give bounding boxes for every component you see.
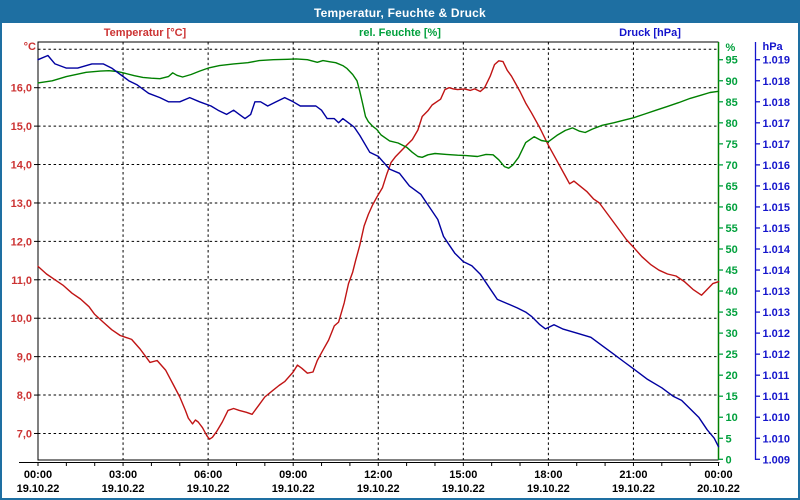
date-label: 19.10.22 [442,483,485,495]
pressure-tick-label: 1.010 [763,412,791,424]
pressure-tick-label: 1.017 [763,118,791,130]
legend-pressure: Druck [hPa] [619,27,681,39]
pressure-tick-label: 1.014 [763,244,791,256]
date-label: 19.10.22 [357,483,400,495]
humidity-tick-label: 15 [726,391,738,403]
pressure-tick-label: 1.016 [763,181,791,193]
date-label: 19.10.22 [187,483,230,495]
humidity-tick-label: 65 [726,181,738,193]
time-label: 18:00 [534,469,562,481]
pressure-tick-label: 1.012 [763,349,791,361]
humidity-tick-label: 80 [726,118,738,130]
pressure-tick-label: 1.017 [763,139,791,151]
pressure-tick-label: 1.011 [763,391,790,403]
humidity-tick-label: 70 [726,160,738,172]
humidity-curve [37,58,720,169]
humidity-tick-label: 45 [726,265,738,277]
humidity-tick-label: 50 [726,244,738,256]
date-label: 19.10.22 [102,483,145,495]
humidity-tick-label: 5 [726,433,732,445]
pressure-tick-label: 1.011 [763,370,790,382]
humidity-tick-label: 95 [726,55,738,67]
pressure-tick-label: 1.014 [763,265,791,277]
legend-temperature: Temperatur [°C] [104,27,187,39]
humidity-tick-label: 40 [726,286,738,298]
plot-frame [37,41,719,461]
temp-tick-label: 8,0 [17,390,32,402]
pressure-tick-label: 1.016 [763,160,791,172]
time-label: 21:00 [619,469,647,481]
pressure-curve [37,54,720,448]
pressure-tick-label: 1.010 [763,433,791,445]
pressure-tick-label: 1.018 [763,97,791,109]
humidity-tick-label: 35 [726,307,738,319]
temp-tick-label: 16,0 [11,83,32,95]
pressure-tick-label: 1.009 [763,454,791,466]
temp-tick-label: 9,0 [17,352,32,364]
humidity-tick-label: 85 [726,97,738,109]
time-label: 09:00 [279,469,307,481]
humidity-tick-label: 60 [726,202,738,214]
pressure-tick-label: 1.013 [763,307,791,319]
window-title: Temperatur, Feuchte & Druck [314,5,486,20]
temp-tick-label: 11,0 [11,275,32,287]
date-label: 19.10.22 [272,483,315,495]
temp-tick-label: 13,0 [11,198,32,210]
time-label: 03:00 [109,469,137,481]
humidity-tick-label: 30 [726,328,738,340]
temp-tick-label: 7,0 [17,428,32,440]
humidity-tick-label: 90 [726,76,738,88]
temp-tick-label: 15,0 [11,121,32,133]
time-label: 06:00 [194,469,222,481]
humidity-tick-label: 75 [726,139,738,151]
humidity-tick-label: 10 [726,412,738,424]
pressure-tick-label: 1.015 [763,223,791,235]
pressure-tick-label: 1.015 [763,202,791,214]
temp-tick-label: 14,0 [11,160,32,172]
time-label: 15:00 [449,469,477,481]
time-label: 00:00 [704,469,732,481]
temp-tick-label: 12,0 [11,236,32,248]
humidity-tick-label: 55 [726,223,738,235]
pressure-unit-label: hPa [763,41,784,53]
humidity-tick-label: 0 [726,454,732,466]
time-label: 00:00 [24,469,52,481]
pressure-tick-label: 1.013 [763,286,791,298]
temp-tick-label: 10,0 [11,313,32,325]
pressure-tick-label: 1.019 [763,55,791,67]
humidity-tick-label: 25 [726,349,738,361]
title-bar: Temperatur, Feuchte & Druck [2,2,798,23]
temp-unit-label: °C [24,41,36,53]
legend-humidity: rel. Feuchte [%] [359,27,441,39]
time-label: 12:00 [364,469,392,481]
date-label: 20.10.22 [697,483,740,495]
pressure-tick-label: 1.018 [763,76,791,88]
date-label: 19.10.22 [17,483,60,495]
date-label: 19.10.22 [612,483,655,495]
date-label: 19.10.22 [527,483,570,495]
humidity-unit-label: % [726,42,736,54]
temp-curve [37,60,720,440]
pressure-tick-label: 1.012 [763,328,791,340]
humidity-tick-label: 20 [726,370,738,382]
